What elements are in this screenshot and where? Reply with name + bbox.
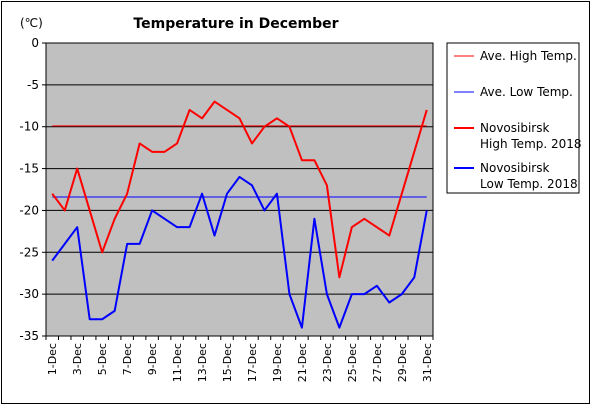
y-tick-label: -25 [19, 245, 39, 259]
x-tick-label: 9-Dec [146, 343, 159, 375]
series-line-novosibirsk-high-temp-2018 [51, 100, 428, 279]
y-tick-label: -10 [19, 120, 39, 134]
y-tick-label: -35 [19, 329, 39, 343]
y-axis: 0 -5 -10 -15 -20 -25 -30 -35 [19, 36, 46, 343]
x-tick-label: 19-Dec [271, 343, 284, 382]
y-tick-label: 0 [31, 36, 39, 50]
x-axis: 1-Dec 3-Dec 5-Dec 7-Dec 9-Dec 11-Dec 13-Dec 15-… [45, 336, 434, 382]
x-tick-label: 13-Dec [196, 343, 209, 382]
x-tick-label: 3-Dec [71, 343, 84, 375]
x-tick-label: 23-Dec [321, 343, 334, 382]
y-tick-label: -5 [27, 78, 39, 92]
x-tick-label: 5-Dec [96, 343, 109, 375]
y-tick-label: -15 [19, 162, 39, 176]
legend-label: High Temp. 2018 [480, 137, 582, 151]
x-tick-label: 27-Dec [371, 343, 384, 382]
y-unit-label: (℃) [20, 16, 43, 30]
chart-title: Temperature in December [133, 16, 338, 32]
legend-label: Novosibirsk [480, 161, 549, 175]
y-tick-label: -30 [19, 287, 39, 301]
x-tick-label: 29-Dec [396, 343, 409, 382]
x-tick-label: 7-Dec [121, 343, 134, 375]
legend: Ave. High Temp. Ave. Low Temp. Novosibirsk… [454, 49, 582, 191]
series-line-novosibirsk-low-temp-2018 [51, 175, 428, 329]
x-tick-label: 31-Dec [421, 343, 434, 382]
x-tick-label: 25-Dec [346, 343, 359, 382]
x-tick-label: 21-Dec [296, 343, 309, 382]
x-tick-label: 15-Dec [221, 343, 234, 382]
legend-label: Novosibirsk [480, 121, 549, 135]
series-group [51, 100, 428, 329]
x-tick-label: 11-Dec [171, 343, 184, 382]
x-tick-label: 17-Dec [246, 343, 259, 382]
grid-lines [46, 84, 433, 295]
y-tick-label: -20 [19, 203, 39, 217]
plot-area [45, 42, 434, 337]
x-tick-label: 1-Dec [46, 343, 59, 375]
legend-label: Low Temp. 2018 [480, 177, 578, 191]
legend-label: Ave. Low Temp. [480, 85, 573, 99]
legend-label: Ave. High Temp. [480, 49, 577, 63]
